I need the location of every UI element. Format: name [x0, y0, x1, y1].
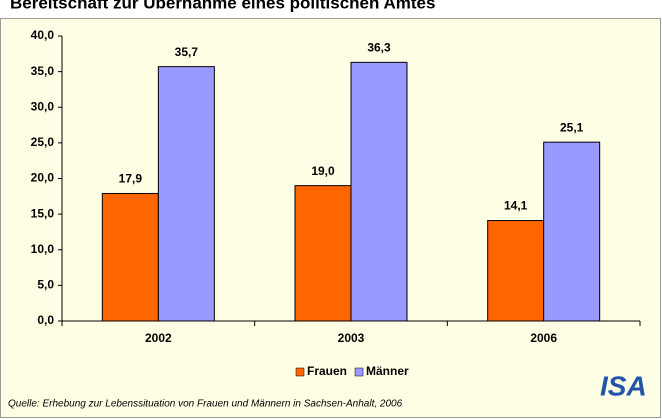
legend-label: Frauen: [307, 364, 347, 378]
x-tick-label: 2003: [338, 331, 365, 345]
x-tick-label: 2006: [530, 331, 557, 345]
legend-swatch: [295, 367, 305, 377]
value-label: 19,0: [311, 164, 335, 178]
legend-swatch: [354, 367, 364, 377]
bar: [350, 61, 408, 322]
y-tick-label: 5,0: [37, 278, 54, 292]
y-tick-label: 0,0: [37, 313, 54, 327]
legend-label: Männer: [366, 364, 409, 378]
bar: [101, 192, 159, 322]
bar: [543, 141, 601, 322]
value-label: 35,7: [175, 45, 199, 59]
y-tick-label: 10,0: [31, 242, 55, 256]
value-label: 25,1: [560, 120, 584, 134]
y-tick-label: 25,0: [31, 135, 55, 149]
bar: [487, 220, 545, 322]
y-tick-label: 15,0: [31, 206, 55, 220]
x-tick-label: 2002: [145, 331, 172, 345]
y-tick-label: 35,0: [31, 64, 55, 78]
value-label: 14,1: [504, 199, 528, 213]
y-tick-label: 20,0: [31, 171, 55, 185]
logo: ISA: [600, 370, 647, 401]
source-note: Quelle: Erhebung zur Lebenssituation von…: [8, 399, 403, 410]
bar: [294, 185, 352, 322]
chart-title: Bereitschaft zur Übernahme eines politis…: [10, 0, 435, 12]
y-tick-label: 40,0: [31, 28, 55, 42]
bar: [157, 66, 215, 322]
value-label: 36,3: [367, 41, 391, 55]
value-label: 17,9: [119, 172, 143, 186]
logo-text: ISA: [600, 370, 647, 401]
y-tick-label: 30,0: [31, 99, 55, 113]
